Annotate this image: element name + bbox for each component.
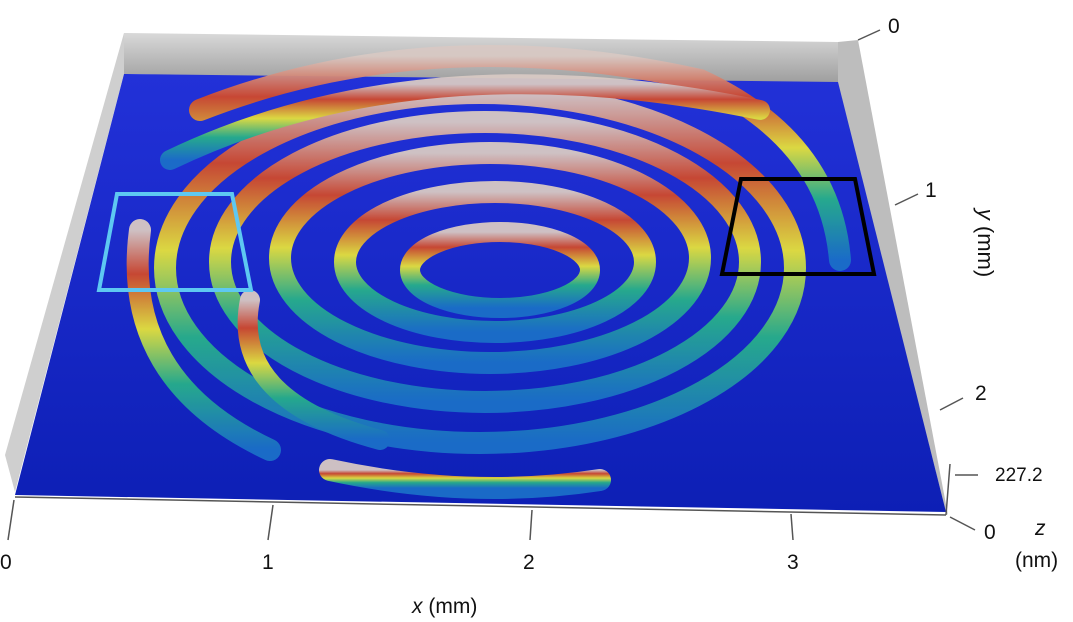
z-axis-line	[945, 463, 951, 516]
z-axis-var: z	[1035, 517, 1046, 540]
y-tick-label-0: 0	[888, 15, 900, 38]
right-wall	[838, 40, 948, 515]
left-wall	[5, 33, 124, 492]
z-tick-label-top: 227.2	[995, 465, 1043, 486]
z-tick-0	[949, 516, 976, 531]
x-tick-label-3: 3	[787, 551, 799, 574]
y-axis-unit: (mm)	[973, 219, 998, 278]
y-tick-label-1: 1	[925, 179, 937, 202]
x-tick-3	[790, 513, 794, 541]
x-tick-label-0: 0	[0, 551, 12, 574]
x-tick-2	[529, 509, 533, 541]
x-tick-1	[267, 504, 274, 541]
y-axis-var: y	[973, 208, 998, 220]
y-tick-2	[939, 397, 964, 411]
x-axis-line	[14, 496, 947, 516]
x-tick-label-2: 2	[523, 551, 535, 574]
x-tick-0	[7, 499, 15, 541]
z-tick-label-0: 0	[984, 521, 996, 544]
y-tick-label-2: 2	[975, 382, 987, 405]
x-axis-title: x (mm)	[412, 596, 477, 617]
x-axis-unit: (mm)	[422, 595, 478, 618]
y-tick-0	[857, 29, 881, 41]
fingerprint-ridges	[126, 45, 851, 499]
y-tick-1	[894, 193, 919, 206]
x-axis-var: x	[412, 595, 423, 618]
x-tick-label-1: 1	[262, 551, 274, 574]
z-axis-unit: (nm)	[1015, 549, 1059, 572]
y-axis-title: y (mm)	[973, 208, 998, 278]
highlight-box-black	[719, 177, 877, 276]
highlight-box-light-blue	[96, 192, 254, 292]
